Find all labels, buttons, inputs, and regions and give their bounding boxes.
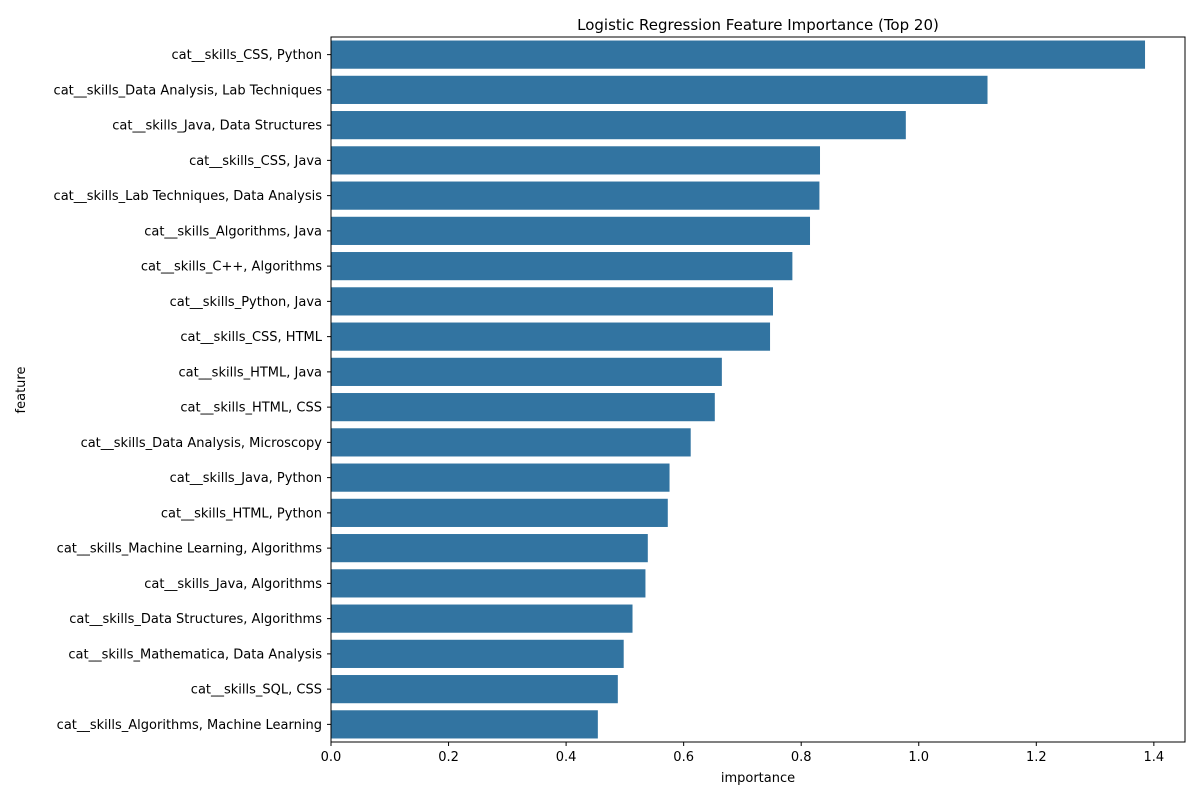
bar (331, 604, 633, 633)
bar (331, 146, 821, 175)
bar (331, 181, 820, 210)
x-tick-label: 0.8 (791, 750, 812, 765)
bar (331, 393, 715, 422)
x-tick-label: 0.6 (673, 750, 694, 765)
bar (331, 428, 691, 457)
y-tick-label: cat__skills_Java, Python (170, 471, 322, 486)
y-tick-label: cat__skills_Mathematica, Data Analysis (68, 647, 322, 662)
bar (331, 252, 793, 281)
y-tick-label: cat__skills_SQL, CSS (191, 683, 322, 698)
y-tick-label: cat__skills_HTML, Java (178, 365, 322, 380)
y-axis-label: feature (14, 367, 29, 414)
y-tick-label: cat__skills_CSS, Java (189, 154, 322, 169)
bar (331, 534, 648, 563)
bar (331, 569, 646, 598)
y-tick-label: cat__skills_Java, Algorithms (144, 577, 322, 592)
bar (331, 710, 598, 739)
y-tick-label: cat__skills_HTML, CSS (180, 401, 322, 416)
y-tick-labels: cat__skills_CSS, Python cat__skills_Data … (54, 48, 331, 733)
bar (331, 322, 771, 351)
y-tick-label: cat__skills_Machine Learning, Algorithms (57, 542, 323, 557)
x-tick-label: 0.4 (556, 750, 577, 765)
y-tick-label: cat__skills_Data Analysis, Lab Technique… (54, 83, 323, 98)
bar (331, 639, 624, 668)
y-tick-label: cat__skills_Algorithms, Java (144, 224, 322, 239)
x-tick-label: 1.0 (908, 750, 929, 765)
chart-title: Logistic Regression Feature Importance (… (577, 16, 939, 34)
x-tick-label: 0.2 (438, 750, 459, 765)
x-axis-label: importance (721, 771, 795, 786)
y-tick-label: cat__skills_C++, Algorithms (141, 260, 322, 275)
bar (331, 216, 811, 245)
bar (331, 40, 1146, 69)
axes-frame (330, 36, 1186, 743)
y-tick-label: cat__skills_CSS, HTML (180, 330, 322, 345)
plot-frame (330, 36, 1186, 743)
bar (331, 357, 722, 386)
bars-layer (331, 40, 1146, 739)
y-tick-label: cat__skills_Python, Java (170, 295, 322, 310)
x-tick-label: 1.4 (1144, 750, 1165, 765)
x-tick-label: 1.2 (1026, 750, 1047, 765)
y-tick-label: cat__skills_CSS, Python (171, 48, 322, 63)
x-ticks: 0.0 0.2 0.4 0.6 0.8 1.0 1.2 1.4 (321, 742, 1165, 765)
bar (331, 75, 988, 104)
y-tick-label: cat__skills_Data Structures, Algorithms (69, 612, 322, 627)
bar (331, 287, 773, 316)
y-tick-label: cat__skills_HTML, Python (161, 506, 322, 521)
bar (331, 675, 618, 704)
y-tick-label: cat__skills_Java, Data Structures (112, 119, 322, 134)
y-tick-label: cat__skills_Algorithms, Machine Learning (57, 718, 322, 733)
bar (331, 498, 668, 527)
y-tick-label: cat__skills_Lab Techniques, Data Analysi… (54, 189, 323, 204)
bar (331, 463, 670, 492)
x-tick-label: 0.0 (321, 750, 342, 765)
y-tick-label: cat__skills_Data Analysis, Microscopy (81, 436, 323, 451)
bar (331, 111, 906, 140)
